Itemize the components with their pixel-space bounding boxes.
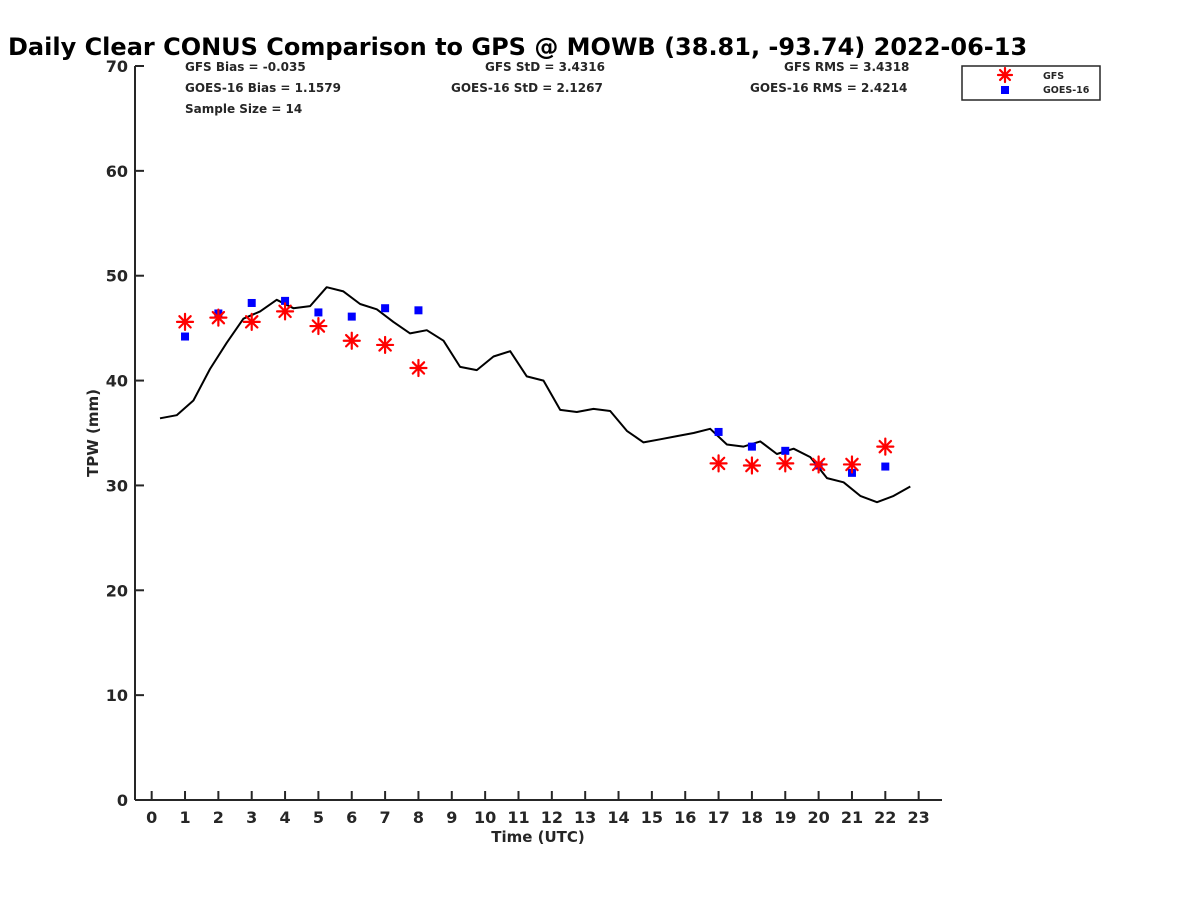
x-tick-label: 13 xyxy=(574,808,596,827)
legend-gfs-marker xyxy=(996,66,1014,84)
x-tick-label: 12 xyxy=(541,808,563,827)
gfs-point xyxy=(342,331,361,350)
goes-16-point xyxy=(747,442,756,451)
goes-16-point xyxy=(347,312,356,321)
legend-goes-marker xyxy=(1001,86,1009,94)
goes-bias-text: GOES-16 Bias = 1.1579 xyxy=(185,81,341,95)
x-tick-label: 6 xyxy=(346,808,357,827)
goes-16-point xyxy=(314,308,323,317)
x-tick-label: 0 xyxy=(146,808,157,827)
x-tick-label: 18 xyxy=(741,808,763,827)
x-tick-label: 16 xyxy=(674,808,696,827)
y-tick-label: 0 xyxy=(117,791,128,810)
y-axis: 0 10 20 30 40 50 60 70 TPW (mm) xyxy=(84,57,144,810)
gfs-std-text: GFS StD = 3.4316 xyxy=(485,60,605,74)
gfs-point xyxy=(376,335,395,355)
gfs-point xyxy=(709,454,728,473)
gfs-point xyxy=(242,312,261,331)
goes-16-point xyxy=(381,304,390,313)
x-tick-label: 5 xyxy=(313,808,324,827)
x-tick-label: 19 xyxy=(774,808,796,827)
goes-rms-text: GOES-16 RMS = 2.4214 xyxy=(750,81,907,95)
x-tick-label: 21 xyxy=(841,808,863,827)
x-tick-group: 0 1 2 3 4 5 6 7 8 9 10 11 12 13 14 15 16 17 18 19 20 21 22 23 xyxy=(146,791,930,827)
gfs-point xyxy=(309,316,328,336)
goes-std-text: GOES-16 StD = 2.1267 xyxy=(451,81,603,95)
goes-16-point xyxy=(781,446,790,455)
gfs-point xyxy=(842,455,862,474)
legend-goes-label: GOES-16 xyxy=(1043,85,1090,96)
x-tick-label: 15 xyxy=(641,808,663,827)
y-tick-label: 60 xyxy=(106,162,128,181)
x-tick-label: 9 xyxy=(446,808,457,827)
goes-16-point xyxy=(281,296,290,305)
gfs-point xyxy=(275,302,295,321)
x-tick-label: 10 xyxy=(474,808,496,827)
x-axis-label: Time (UTC) xyxy=(491,828,585,846)
goes-16-point xyxy=(881,462,890,471)
sample-size-text: Sample Size = 14 xyxy=(185,102,302,116)
legend-box xyxy=(961,65,1101,101)
goes-16-point xyxy=(714,427,723,436)
goes-16-point xyxy=(181,332,190,341)
y-tick-label: 40 xyxy=(106,372,128,391)
goes-16-point xyxy=(247,298,256,307)
statistics-block: GFS Bias = -0.035 GOES-16 Bias = 1.1579 … xyxy=(185,60,909,116)
gfs-point xyxy=(209,308,228,327)
gfs-point xyxy=(409,358,428,378)
gfs-point xyxy=(742,456,762,475)
legend: GFS GOES-16 xyxy=(961,65,1101,101)
chart-title: Daily Clear CONUS Comparison to GPS @ MO… xyxy=(8,33,1027,61)
gfs-point xyxy=(175,312,195,331)
goes-16-point xyxy=(414,306,423,315)
x-tick-label: 17 xyxy=(707,808,729,827)
y-tick-group: 0 10 20 30 40 50 60 70 xyxy=(106,57,144,810)
y-tick-label: 20 xyxy=(106,581,128,600)
x-tick-label: 20 xyxy=(807,808,829,827)
legend-gfs-label: GFS xyxy=(1043,71,1064,82)
gps-line xyxy=(159,286,911,504)
x-tick-label: 4 xyxy=(279,808,290,827)
x-tick-label: 2 xyxy=(213,808,224,827)
y-tick-label: 70 xyxy=(106,57,128,76)
gfs-point xyxy=(776,454,795,473)
y-tick-label: 10 xyxy=(106,686,128,705)
gfs-asterisk-icon xyxy=(996,66,1014,84)
gfs-bias-text: GFS Bias = -0.035 xyxy=(185,60,306,74)
series-layer xyxy=(159,286,911,504)
gfs-point xyxy=(876,437,895,456)
x-tick-label: 23 xyxy=(908,808,930,827)
x-axis: 0 1 2 3 4 5 6 7 8 9 10 11 12 13 14 15 16 17 18 19 20 21 22 23 T… xyxy=(135,791,942,846)
y-axis-label: TPW (mm) xyxy=(84,389,102,477)
x-tick-label: 7 xyxy=(380,808,391,827)
x-tick-label: 3 xyxy=(246,808,257,827)
gfs-point xyxy=(809,455,828,474)
x-tick-label: 8 xyxy=(413,808,424,827)
x-tick-label: 1 xyxy=(179,808,190,827)
x-tick-label: 22 xyxy=(874,808,896,827)
gfs-rms-text: GFS RMS = 3.4318 xyxy=(784,60,909,74)
x-tick-label: 11 xyxy=(507,808,529,827)
y-tick-label: 50 xyxy=(106,267,128,286)
y-tick-label: 30 xyxy=(106,476,128,495)
x-tick-label: 14 xyxy=(607,808,629,827)
